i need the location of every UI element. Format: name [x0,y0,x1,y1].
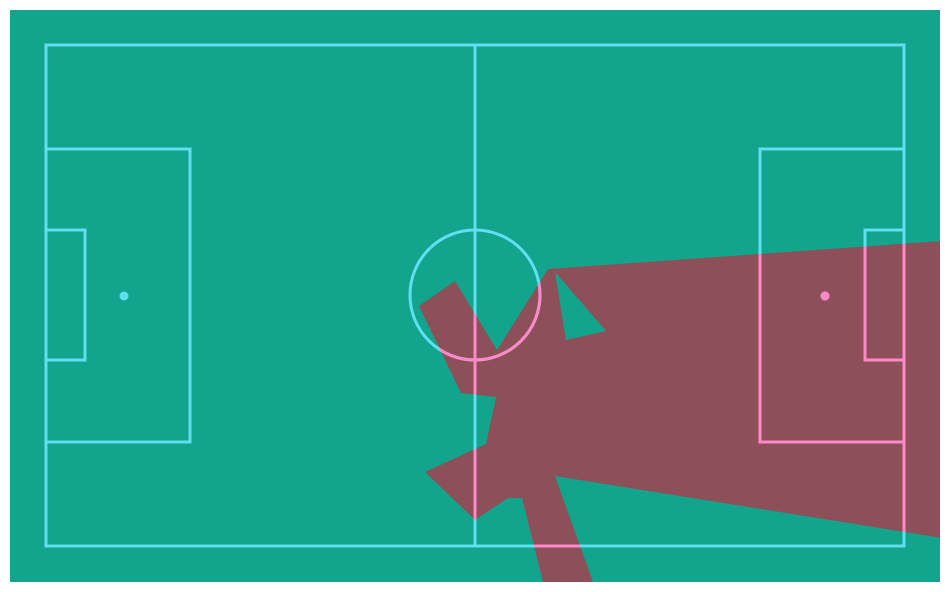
shaded-zone-notch [555,272,606,340]
left-goal-area [44,228,87,362]
shaded-zone-main [419,241,940,582]
left-penalty-spot [119,291,129,301]
